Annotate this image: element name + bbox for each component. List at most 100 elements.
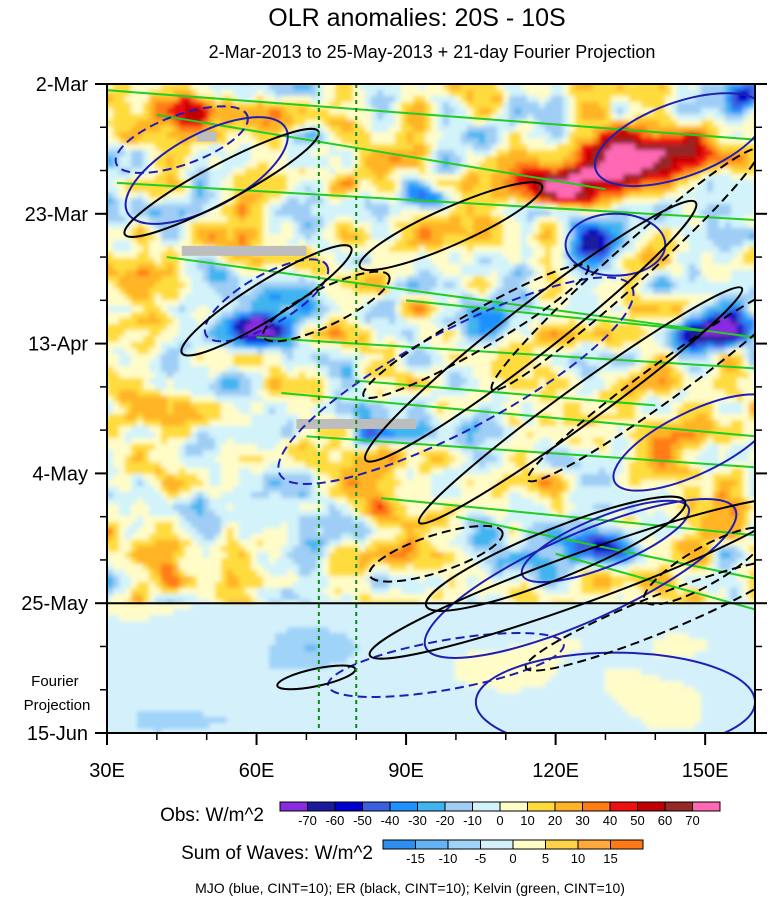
er-contour — [526, 278, 755, 483]
kelvin-contour — [356, 379, 656, 407]
projection-label-line2: Projection — [24, 697, 91, 714]
obs-colorbar-label: Obs: W/m^2 — [160, 805, 264, 826]
waves-colorbar-swatch — [545, 839, 579, 850]
er-contour — [524, 559, 755, 672]
y-tick-label: 13-Apr — [28, 334, 88, 356]
x-tick-label: 30E — [89, 760, 125, 782]
obs-colorbar-label: 30 — [575, 813, 589, 828]
obs-colorbar-swatch — [554, 801, 583, 812]
waves-colorbar-label: 10 — [571, 851, 585, 866]
kelvin-wave-contours — [107, 89, 755, 611]
obs-colorbar-swatch — [417, 801, 446, 812]
waves-colorbar-swatch — [447, 839, 481, 850]
x-tick-label: 120E — [532, 760, 579, 782]
waves-colorbar-swatch — [480, 839, 514, 850]
kelvin-contour — [166, 256, 755, 339]
er-contour — [490, 147, 755, 392]
projection-label: Fourier Projection — [24, 673, 91, 714]
mjo-contour — [564, 212, 667, 277]
waves-colorbar-label: -5 — [475, 851, 487, 866]
obs-colorbar-label: 20 — [548, 813, 562, 828]
er-contour — [417, 286, 744, 525]
obs-colorbar-label: 40 — [603, 813, 617, 828]
er-contour — [368, 497, 755, 660]
missing-data-patch — [181, 245, 307, 256]
overlay-legend: MJO (blue, CINT=10); ER (black, CINT=10)… — [195, 880, 625, 896]
obs-colorbar-swatch — [444, 801, 473, 812]
mjo-contour — [423, 498, 738, 659]
obs-colorbar-swatch — [499, 801, 528, 812]
obs-colorbar: -70 -60 -50 -40 -30 -20 -10 0 10 20 30 40 50 60 70 — [279, 801, 721, 828]
y-tick-label: 4-May — [32, 463, 88, 485]
obs-colorbar-swatch — [637, 801, 666, 812]
waves-colorbar-label: -10 — [439, 851, 458, 866]
obs-colorbar-label: -30 — [408, 813, 427, 828]
waves-colorbar-label: 15 — [603, 851, 617, 866]
kelvin-contour — [455, 515, 755, 580]
obs-colorbar-label: -60 — [326, 813, 345, 828]
x-axis-labels: 30E 60E 90E 120E 150E — [89, 760, 728, 782]
waves-colorbar-swatch — [610, 839, 644, 850]
obs-colorbar-swatch — [527, 801, 556, 812]
er-contour — [123, 127, 320, 238]
obs-colorbar-label: 10 — [520, 813, 534, 828]
waves-colorbar-swatch — [415, 839, 449, 850]
waves-colorbar-label: -15 — [406, 851, 425, 866]
er-contour — [362, 263, 590, 399]
obs-colorbar-swatch — [334, 801, 363, 812]
mjo-contour — [114, 105, 249, 174]
projection-field — [107, 603, 755, 733]
x-tick-label: 90E — [388, 760, 424, 782]
plot-area — [107, 84, 755, 733]
obs-colorbar-swatch — [389, 801, 418, 812]
axis-ticks — [95, 83, 767, 745]
obs-colorbar-label: -40 — [381, 813, 400, 828]
mjo-contour — [277, 276, 635, 485]
waves-colorbar-label: 5 — [542, 851, 549, 866]
missing-data-patch — [196, 131, 217, 142]
obs-colorbar-swatch — [692, 801, 721, 812]
er-wave-contours — [123, 127, 755, 691]
waves-colorbar-label: Sum of Waves: W/m^2 — [181, 843, 373, 864]
kelvin-contour — [156, 113, 606, 191]
obs-colorbar-label: -50 — [353, 813, 372, 828]
er-contour — [364, 199, 698, 463]
kelvin-contour — [405, 299, 706, 333]
y-tick-label: 2-Mar — [36, 74, 89, 96]
obs-colorbar-swatch — [609, 801, 638, 812]
obs-colorbar-swatch — [362, 801, 391, 812]
y-tick-label: 23-Mar — [25, 204, 89, 226]
y-tick-label: 25-May — [21, 593, 88, 615]
er-contour — [424, 495, 687, 612]
waves-colorbar-swatch — [382, 839, 416, 850]
projection-label-line1: Fourier — [31, 673, 79, 690]
obs-colorbar-label: 50 — [630, 813, 644, 828]
obs-colorbar-label: -70 — [298, 813, 317, 828]
kelvin-contour — [256, 336, 755, 370]
mjo-contour — [593, 92, 755, 188]
obs-colorbar-swatch — [307, 801, 336, 812]
obs-colorbar-swatch — [582, 801, 611, 812]
olr-field — [107, 84, 755, 607]
obs-colorbar-label: -10 — [463, 813, 482, 828]
kelvin-contour — [281, 392, 755, 438]
obs-colorbar-swatch — [472, 801, 501, 812]
mjo-contour — [327, 632, 565, 699]
waves-colorbar-label: 0 — [509, 851, 516, 866]
er-contour — [368, 524, 504, 583]
obs-colorbar-label: 60 — [658, 813, 672, 828]
er-contour — [262, 270, 391, 343]
obs-colorbar-label: -20 — [436, 813, 455, 828]
x-tick-label: 150E — [682, 760, 729, 782]
kelvin-contour — [116, 181, 755, 221]
er-contour — [358, 181, 544, 272]
kelvin-contour — [306, 435, 755, 469]
er-contour — [643, 526, 755, 606]
obs-colorbar-label: 70 — [685, 813, 699, 828]
chart-title: OLR anomalies: 20S - 10S — [268, 4, 565, 32]
waves-colorbar-swatch — [512, 839, 546, 850]
mjo-contour — [612, 393, 755, 492]
kelvin-contour — [381, 497, 755, 537]
kelvin-contour — [107, 89, 755, 141]
